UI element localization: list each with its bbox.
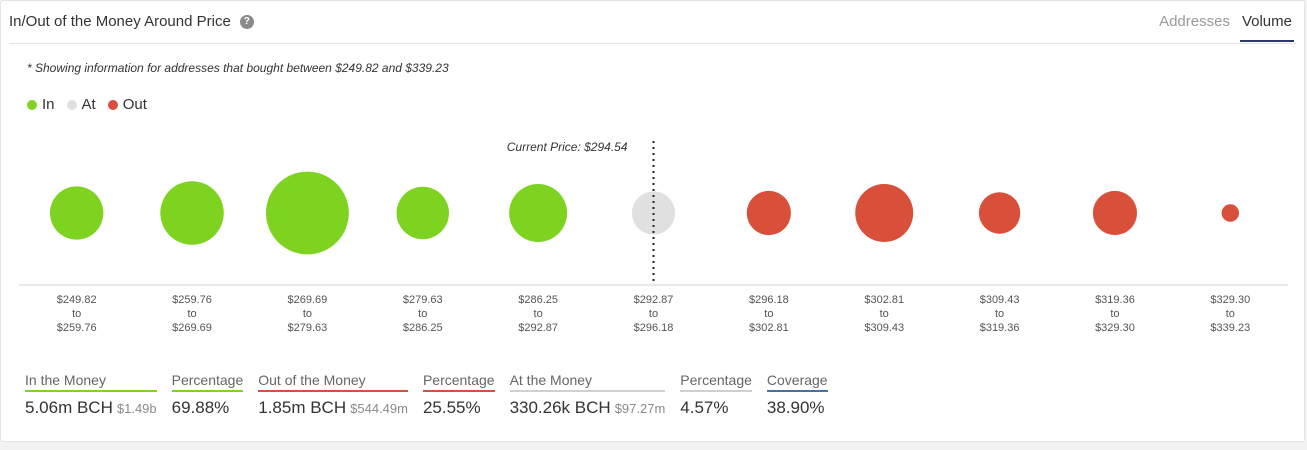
tick-label-from: $249.82 — [57, 294, 97, 306]
tick-label-from: $259.76 — [172, 294, 212, 306]
tick-label-to: $296.18 — [634, 322, 674, 334]
tick-label-separator: to — [187, 308, 196, 320]
stat-in-the-money: In the Money 5.06m BCH $1.49b — [25, 372, 157, 418]
bubble-chart: $249.82 to $259.76 $259.76 to $269.69 $269.69 t… — [19, 140, 1288, 334]
tick-label-separator: to — [418, 308, 427, 320]
tick-label-from: $279.63 — [403, 294, 443, 306]
bubble-in[interactable] — [160, 181, 224, 245]
tick-label-from: $329.30 — [1210, 294, 1250, 306]
bubble-in[interactable] — [509, 184, 568, 242]
legend: In At Out — [27, 96, 159, 113]
stat-label: Percentage — [171, 372, 244, 392]
tick-label-separator: to — [995, 308, 1004, 320]
legend-dot-out — [107, 99, 118, 110]
tab-addresses[interactable]: Addresses — [1159, 13, 1230, 30]
stat-coverage: Coverage 38.90% — [766, 372, 828, 418]
chart-title: In/Out of the Money Around Price — [9, 13, 231, 30]
tick-label-separator: to — [1226, 308, 1235, 320]
tick-label-to: $286.25 — [403, 322, 443, 334]
stat-value-usd: $544.49m — [350, 401, 408, 416]
tick-label-to: $329.30 — [1095, 322, 1135, 334]
stat-value-main: 330.26k BCH — [509, 398, 611, 417]
tick-label-from: $302.81 — [864, 294, 904, 306]
tick-label-from: $286.25 — [518, 294, 558, 306]
tick-label-separator: to — [764, 308, 773, 320]
tick-label-to: $292.87 — [518, 322, 558, 334]
bubble-out[interactable] — [855, 184, 914, 242]
chart-title-row: In/Out of the Money Around Price ? — [9, 13, 254, 30]
stat-label: Percentage — [422, 372, 495, 392]
tick-label-separator: to — [649, 308, 658, 320]
stat-in-percentage: Percentage 69.88% — [171, 372, 244, 418]
stat-value: 330.26k BCH $97.27m — [510, 398, 666, 418]
legend-item-at[interactable]: At — [66, 96, 96, 113]
bubble-out[interactable] — [978, 192, 1021, 234]
stat-value-main: 1.85m BCH — [258, 398, 347, 417]
question-circle-icon[interactable]: ? — [239, 14, 254, 29]
tick-label-to: $319.36 — [980, 322, 1020, 334]
tick-label-separator: to — [1110, 308, 1119, 320]
tick-label-separator: to — [72, 308, 81, 320]
legend-item-in[interactable]: In — [27, 96, 55, 113]
tick-label-from: $309.43 — [980, 294, 1020, 306]
bubble-out[interactable] — [1221, 204, 1240, 222]
range-note: * Showing information for addresses that… — [27, 61, 449, 75]
tick-label-from: $269.69 — [288, 294, 328, 306]
tick-label-from: $296.18 — [749, 294, 789, 306]
tab-volume[interactable]: Volume — [1239, 13, 1294, 42]
header-divider — [9, 43, 1296, 44]
stat-value-main: 25.55% — [422, 398, 481, 417]
stat-value-main: 38.90% — [766, 398, 825, 417]
legend-dot-at — [66, 99, 77, 110]
stat-label: Percentage — [680, 372, 752, 392]
stat-value-main: 5.06m BCH — [25, 398, 113, 417]
stat-out-of-the-money: Out of the Money 1.85m BCH $544.49m — [258, 372, 408, 418]
tick-label-to: $339.23 — [1210, 322, 1250, 334]
stat-label: Out of the Money — [258, 372, 408, 392]
stat-label: At the Money — [509, 372, 666, 392]
tick-label-from: $319.36 — [1095, 294, 1135, 306]
view-tabs: Addresses Volume — [1149, 13, 1294, 42]
tick-label-to: $309.43 — [864, 322, 904, 334]
stat-value-main: 69.88% — [171, 398, 230, 417]
tick-label-to: $279.63 — [288, 322, 328, 334]
tick-label-separator: to — [880, 308, 889, 320]
stat-value: 1.85m BCH $544.49m — [258, 398, 408, 418]
bubble-in[interactable] — [396, 186, 449, 240]
current-price-label: Current Price: $294.54 — [507, 140, 628, 154]
stat-value-usd: $1.49b — [116, 401, 157, 416]
legend-label-out: Out — [122, 96, 147, 113]
legend-label-in: In — [42, 96, 55, 113]
tick-label-to: $302.81 — [749, 322, 789, 334]
stat-at-the-money: At the Money 330.26k BCH $97.27m — [509, 372, 666, 418]
summary-stats: In the Money 5.06m BCH $1.49b Percentage … — [25, 372, 843, 418]
tick-label-separator: to — [534, 308, 543, 320]
stat-value-usd: $97.27m — [614, 401, 666, 416]
stat-out-percentage: Percentage 25.55% — [422, 372, 495, 418]
stat-label: Coverage — [766, 372, 828, 392]
legend-label-at: At — [81, 96, 96, 113]
tick-label-to: $259.76 — [57, 322, 97, 334]
tick-label-separator: to — [303, 308, 312, 320]
stat-at-percentage: Percentage 4.57% — [680, 372, 752, 418]
stat-label: In the Money — [25, 372, 157, 392]
bubble-out[interactable] — [746, 190, 791, 236]
tick-label-to: $269.69 — [172, 322, 212, 334]
legend-item-out[interactable]: Out — [107, 96, 147, 113]
stat-value-main: 4.57% — [680, 398, 729, 417]
bubble-out[interactable] — [1092, 190, 1138, 236]
stat-value: 5.06m BCH $1.49b — [25, 398, 157, 418]
bubble-in[interactable] — [50, 186, 104, 240]
bubble-in[interactable] — [266, 171, 349, 255]
legend-dot-in — [27, 99, 37, 110]
tick-label-from: $292.87 — [634, 294, 674, 306]
